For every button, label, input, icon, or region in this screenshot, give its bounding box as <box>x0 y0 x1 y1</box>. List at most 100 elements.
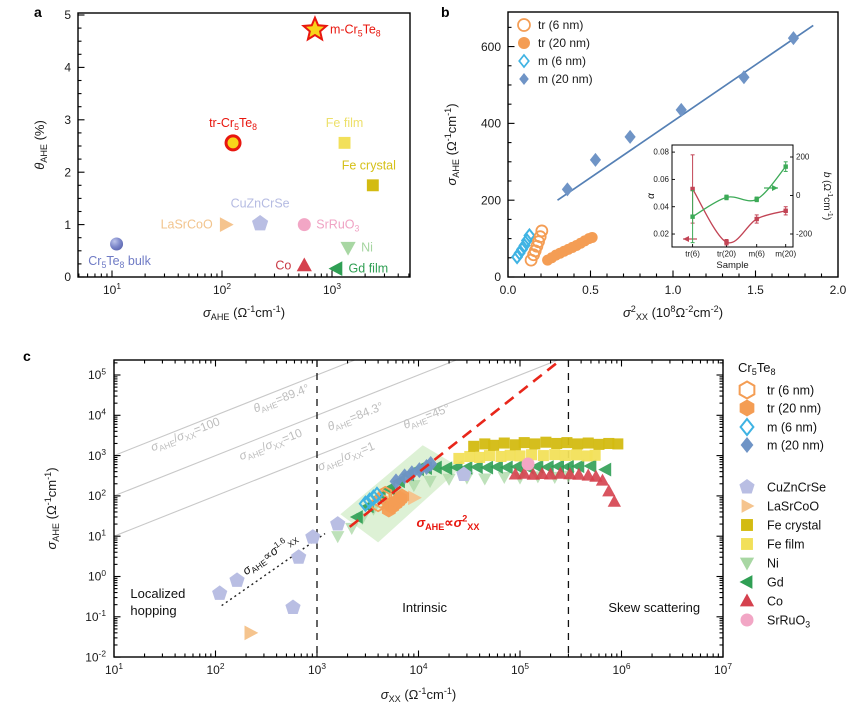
x-tick-label: 1.5 <box>747 283 764 297</box>
legend-marker-fe-crystal <box>741 519 753 531</box>
x-tick-label: 103 <box>308 661 326 677</box>
legend-item-ni: Ni <box>739 557 779 571</box>
data-point <box>244 625 259 641</box>
legend-label: m (6 nm) <box>767 421 817 435</box>
data-point <box>783 208 788 214</box>
legend-item-lasrcoo: LaSrCoO <box>741 499 819 514</box>
inset-right-tick: 0 <box>796 191 801 200</box>
data-point <box>366 489 381 507</box>
data-point <box>331 531 345 544</box>
y-tick-label: 10-2 <box>85 649 106 665</box>
data-point <box>595 473 610 486</box>
data-point <box>468 440 480 452</box>
inset-left-tick: 0.04 <box>653 202 669 211</box>
legend-marker-co <box>739 593 755 607</box>
panel-c-xlabel: σXX (Ω-1cm-1) <box>381 686 457 704</box>
ref-line-1 <box>113 359 558 537</box>
ref-label-angle-10: θAHE=84.3° <box>325 399 386 435</box>
y-tick-label: 10-1 <box>85 608 106 624</box>
legend-marker-m-6-nm <box>739 417 755 437</box>
data-point <box>561 437 573 449</box>
legend-label: m (20 nm) <box>767 439 824 453</box>
series-cuzncrse <box>212 466 472 614</box>
x-tick-label: 103 <box>323 281 341 297</box>
series-tr-20-nm <box>542 231 598 266</box>
data-point <box>428 460 442 475</box>
legend-label: tr (20 nm) <box>767 402 821 416</box>
x-tick-label: 2.0 <box>830 283 847 297</box>
panel-c-axes <box>113 360 724 658</box>
legend-label: m (6 nm) <box>538 54 586 68</box>
x-tick-label: 0.0 <box>500 283 517 297</box>
data-point <box>408 490 422 506</box>
data-point <box>724 240 729 245</box>
panel-a-xlabel: σAHE (Ω-1cm-1) <box>203 304 285 322</box>
panel-c-legend: Cr5Te8 tr (6 nm) tr (20 nm) m (6 nm) m (20 n… <box>738 360 826 630</box>
data-point <box>572 467 586 480</box>
data-point <box>483 450 495 462</box>
data-point <box>738 70 750 85</box>
data-point <box>424 455 438 472</box>
data-point <box>373 492 388 509</box>
x-tick-label: 1.0 <box>665 283 682 297</box>
region-label-localized-hopping: Localized <box>130 586 185 601</box>
legend-label: Fe film <box>767 538 805 552</box>
label-cuzncrse: CuZnCrSe <box>231 197 290 211</box>
legend-label: m (20 nm) <box>538 72 593 86</box>
series-tr-20-nm <box>381 488 410 518</box>
data-point <box>358 495 373 513</box>
data-point <box>561 182 573 197</box>
ref-label-ratio-1: σAHE/σXX=1 <box>316 439 378 476</box>
data-point <box>589 449 601 461</box>
legend-label: tr (20 nm) <box>538 36 590 50</box>
legend-item-m-20-nm: m (20 nm) <box>740 437 824 453</box>
data-point <box>754 197 759 202</box>
legend-item-gd: Gd <box>739 575 784 590</box>
panel-b-inset: 0.02 0.04 0.06 0.08 200 0 -200 tr(6) tr(20) m(6) m… <box>646 144 833 271</box>
data-point <box>549 449 561 461</box>
data-point <box>349 510 363 524</box>
label-ni: Ni <box>361 241 373 255</box>
data-point <box>553 466 568 479</box>
data-point <box>469 460 483 474</box>
data-point <box>563 467 577 480</box>
x-tick-label: 0.5 <box>582 283 599 297</box>
legend-item-srruo-3: SrRuO3 <box>740 613 810 630</box>
legend-item-fe-film: Fe film <box>741 538 805 552</box>
legend-label: Co <box>767 595 783 609</box>
y-tick-label: 3 <box>64 113 71 127</box>
series-lasrcoo <box>244 490 422 641</box>
inset-right-tick: -200 <box>796 230 813 239</box>
panel-c-chart: σAHE/σXX=100 θAHE=89.4° σAHE/σXX=10 θAHE=84… <box>43 359 826 704</box>
point-m-cr-5-te-8 <box>301 15 329 42</box>
data-point <box>376 489 391 506</box>
legend-item-m-20-nm: m (20 nm) <box>519 72 593 86</box>
data-point <box>488 439 500 451</box>
inset-xlabel: Sample <box>716 260 748 271</box>
data-point <box>523 227 536 244</box>
data-point <box>480 460 494 475</box>
legend-marker-fe-film <box>741 538 753 550</box>
legend-item-m-6-nm: m (6 nm) <box>739 417 817 437</box>
panel-a-chart: 101 102 103 0 1 2 3 4 5 σAHE (Ω-1cm-1) θAHE (%) m-C… <box>32 8 411 322</box>
legend-label: tr (6 nm) <box>767 384 814 398</box>
point-ni <box>340 241 356 256</box>
data-point <box>690 214 695 219</box>
legend-marker-tr-20-nm <box>739 399 755 417</box>
data-point <box>582 437 594 449</box>
data-point <box>607 494 621 507</box>
legend-marker-gd <box>739 575 753 589</box>
data-point <box>508 467 523 480</box>
data-point <box>787 31 800 46</box>
panel-a-frame <box>77 12 411 278</box>
y-tick-label: 103 <box>88 447 106 463</box>
series-tr-6-nm <box>524 224 549 267</box>
x-tick-label: 101 <box>103 281 121 297</box>
legend-label: LaSrCoO <box>767 500 819 514</box>
legend-marker-m-6-nm <box>518 53 530 69</box>
data-point <box>526 467 540 480</box>
x-tick-label: 101 <box>105 661 123 677</box>
inset-series-alpha <box>683 154 788 246</box>
data-point <box>530 459 544 474</box>
label-gd-film: Gd film <box>349 262 389 276</box>
